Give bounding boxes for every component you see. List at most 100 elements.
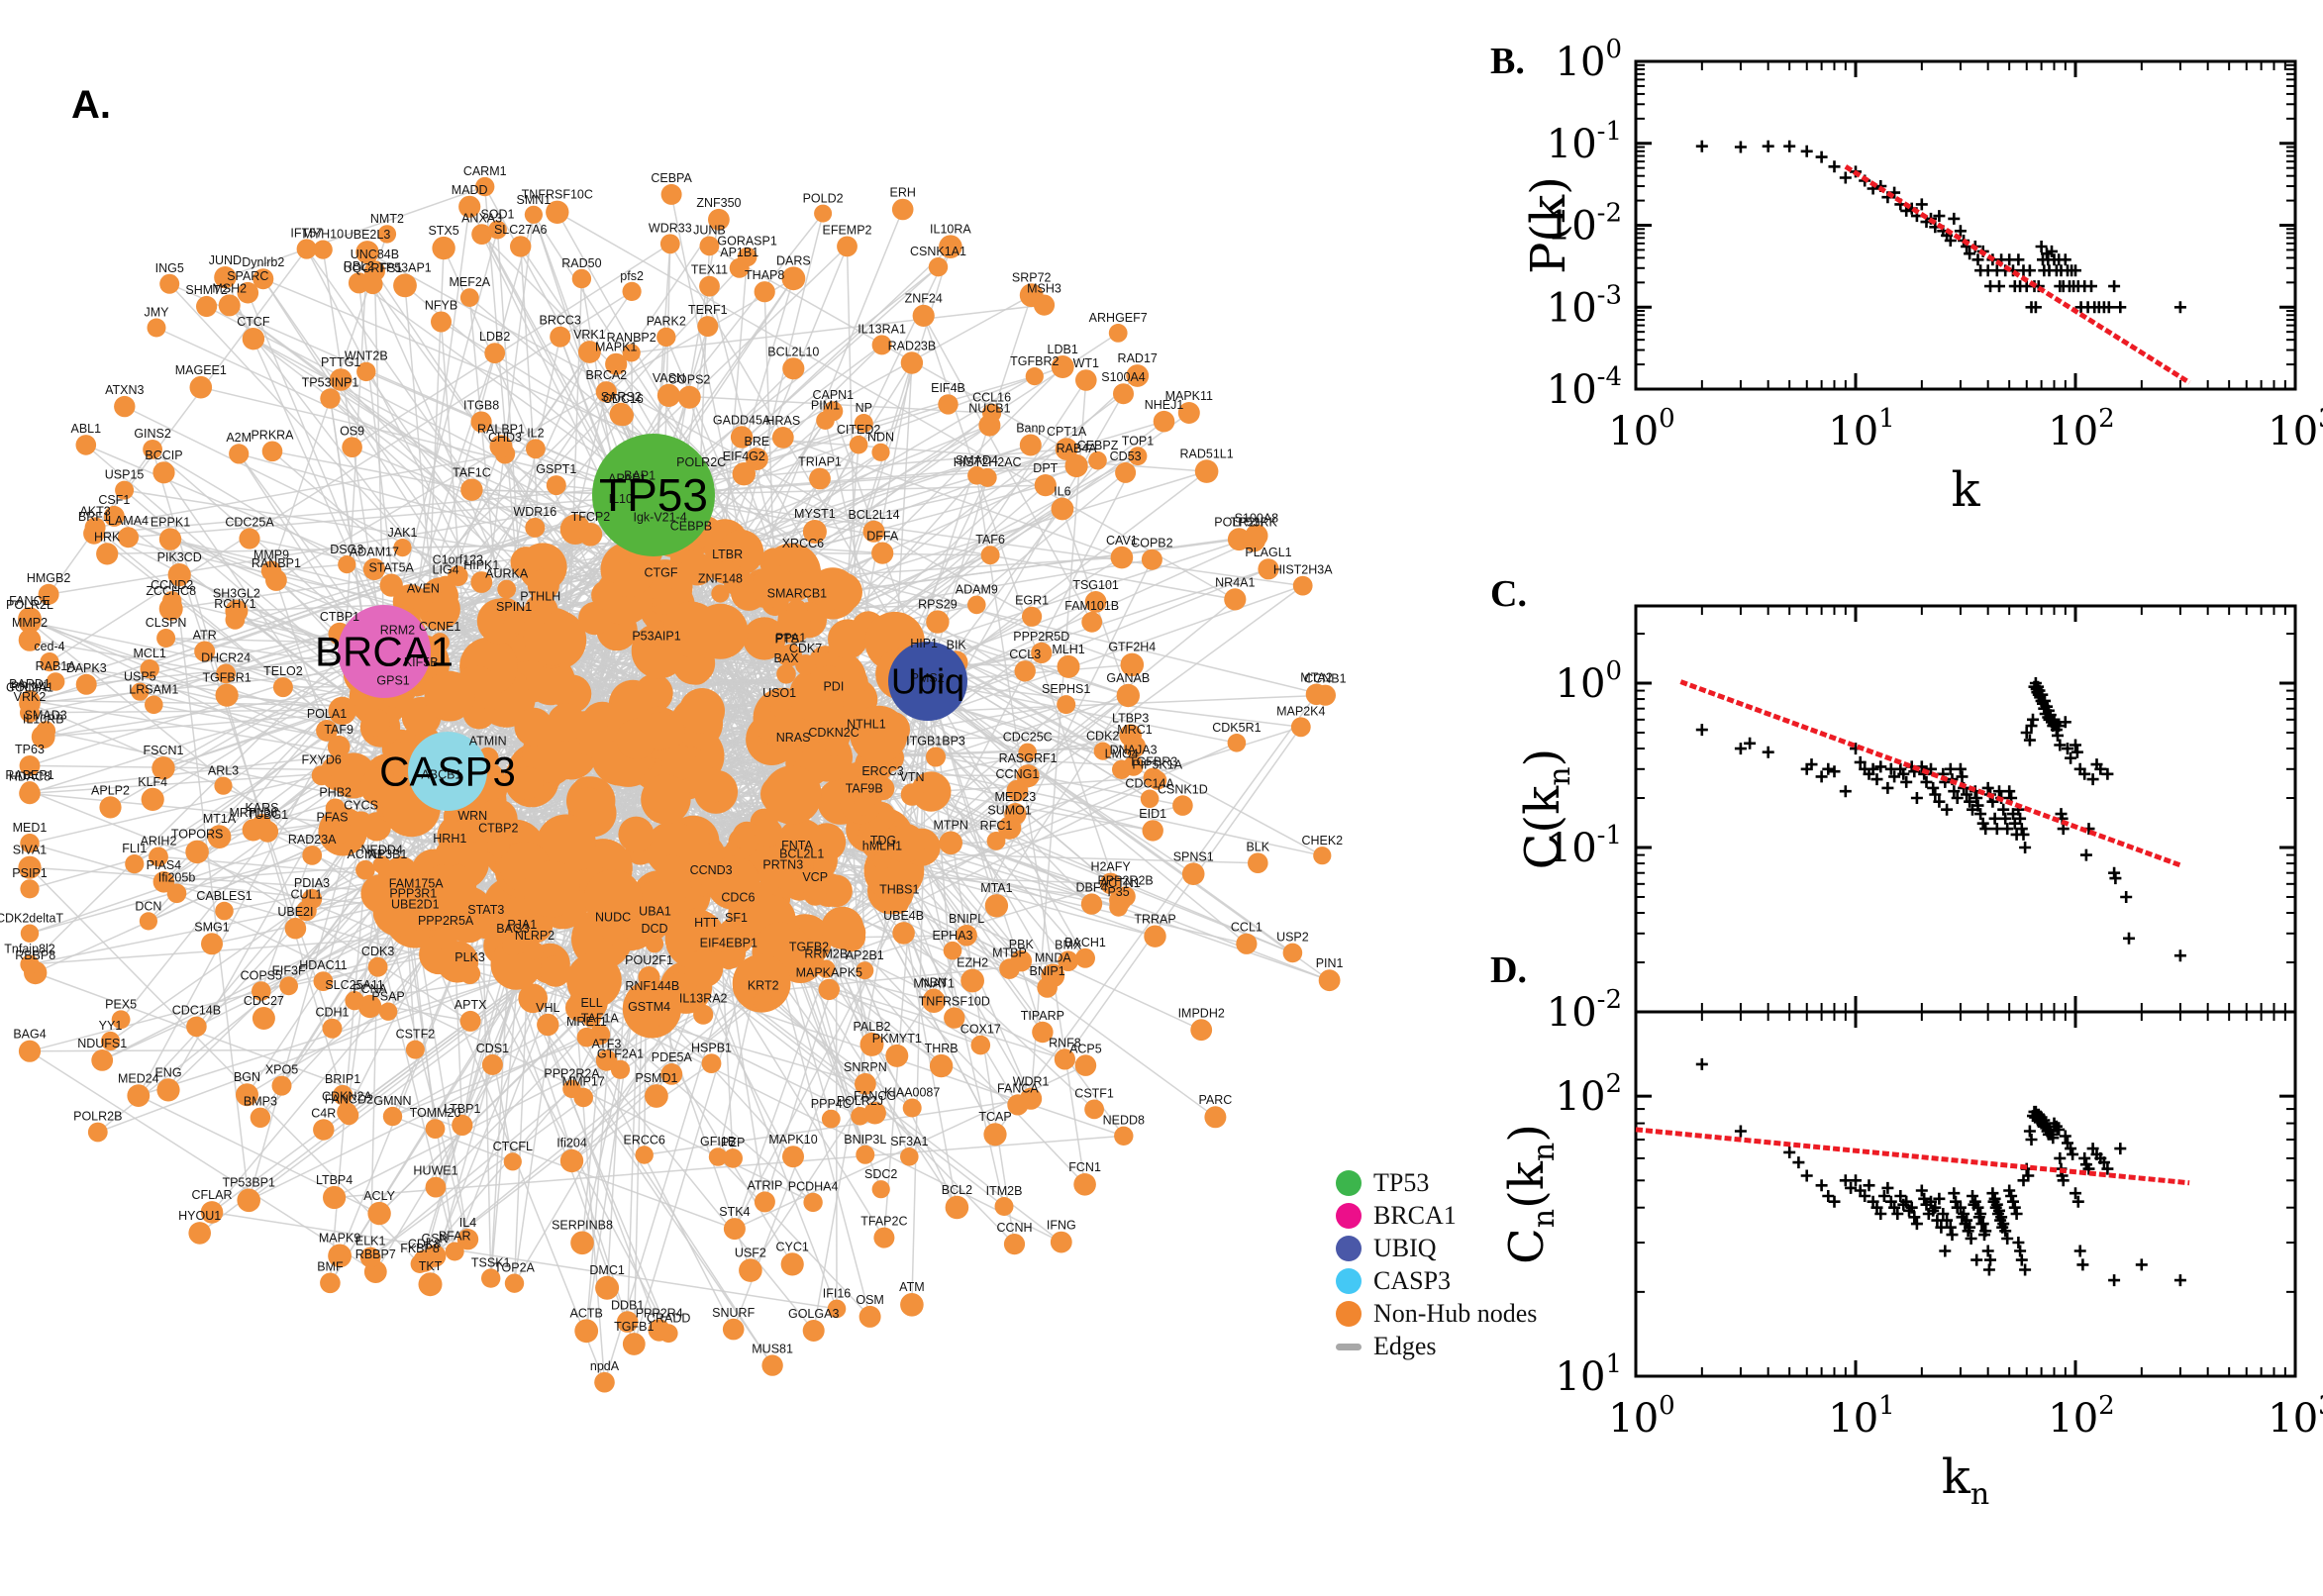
node-label: pfs2 [620,269,644,283]
network-node [188,1222,211,1245]
node-label: ACP5 [1069,1042,1102,1055]
network-node [622,281,642,301]
node-label: TCAP [978,1110,1011,1124]
node-swatch-icon [1336,1203,1362,1229]
network-edge [920,846,1023,962]
node-label: MED23 [995,790,1037,804]
node-label: HRK [94,530,121,544]
y-axis-title: Cn(kn) [1499,1124,1562,1264]
node-label: ERH [889,186,915,200]
node-label: HMGB2 [27,571,71,585]
network-edge [29,1048,417,1052]
network-edge [842,535,1258,593]
node-label: BIK [947,638,967,651]
node-label: RRM2 [380,624,415,638]
node-label: GOLGA3 [788,1307,839,1321]
network-node [770,699,789,718]
network-node [430,633,450,652]
node-label: NR4A1 [1215,575,1255,589]
network-node [18,629,42,651]
node-label: PCNA [353,982,387,996]
network-node [323,1185,347,1210]
network-node [114,395,136,418]
node-label: PSMD1 [635,1071,677,1085]
network-node [823,692,845,713]
node-label: EIF3F [272,963,306,977]
network-node [1075,369,1097,391]
node-label: BAX [773,651,799,665]
network-node [574,1319,599,1344]
network-node [1088,450,1107,470]
node-label: HUWE1 [413,1164,457,1178]
network-node [658,1324,678,1344]
network-node [1177,402,1200,424]
node-label: PZP [721,1136,745,1149]
node-label: TOP1 [1122,434,1154,448]
network-node [1116,683,1141,708]
network-node [103,505,125,527]
panel-label-d: D. [1490,949,1527,991]
node-label: RCHY1 [214,597,255,611]
node-label: AVEN [407,581,440,595]
network-node [362,708,391,737]
node-label: LDB2 [479,330,510,344]
node-label: EIF4G2 [723,449,765,463]
network-node [1248,852,1268,873]
network-node [1305,683,1328,706]
legend-item-non-hub-nodes: Non-Hub nodes [1336,1299,1537,1328]
network-node [900,1293,924,1317]
y-tick-label: 102 [1556,1069,1622,1120]
node-label: DDB1 [611,1298,644,1312]
network-node [75,435,97,455]
node-label: BMX [1055,938,1082,951]
network-node [261,441,283,462]
network-node [1084,591,1107,613]
network-node [855,1072,876,1095]
node-label: CARM1 [463,164,507,178]
network-node [393,539,412,557]
node-label: MAP2K4 [1276,704,1325,718]
network-node [311,765,332,786]
network-node [514,707,554,747]
node-label: WDR16 [513,505,556,519]
network-node [359,1247,381,1268]
node-label: VRK2 [14,690,47,704]
network-edge [148,650,385,923]
network-node [382,1106,403,1127]
node-label: CDC14A [1125,777,1174,791]
network-node [660,1063,683,1085]
node-label: MLH1 [1052,643,1084,656]
network-node [216,663,237,684]
node-label: CDK2deltaT [0,912,63,926]
network-node [185,840,209,864]
node-label: IL6 [1054,485,1070,499]
network-node [695,929,718,951]
network-node [1099,872,1122,895]
node-label: WDR33 [649,221,692,235]
network-node [693,1004,714,1025]
node-label: LRSAM1 [129,683,178,697]
node-label: TKT [419,1259,443,1273]
node-label: SMAD4 [956,453,998,467]
node-label: ced-4 [34,640,64,653]
network-node [1313,847,1332,865]
node-label: CSF1 [98,493,130,507]
node-label: LMO4 [1105,748,1139,761]
node-label: TGFBR2 [1010,354,1059,368]
network-node [1055,438,1078,460]
node-label: PTS [775,633,799,647]
node-label: XRCC6 [782,537,824,550]
network-node [510,766,544,800]
network-node [536,814,596,875]
node-label: NP [856,401,872,415]
network-node [820,874,853,908]
x-tick-label: 101 [1828,1391,1894,1442]
network-node [540,955,571,987]
network-node [732,953,791,1013]
network-node [1108,324,1128,343]
network-node [900,351,924,374]
network-node [823,401,844,422]
node-label: SOD1 [480,208,514,222]
node-label: MNAT1 [913,976,954,990]
node-label: POU2F1 [625,953,673,967]
